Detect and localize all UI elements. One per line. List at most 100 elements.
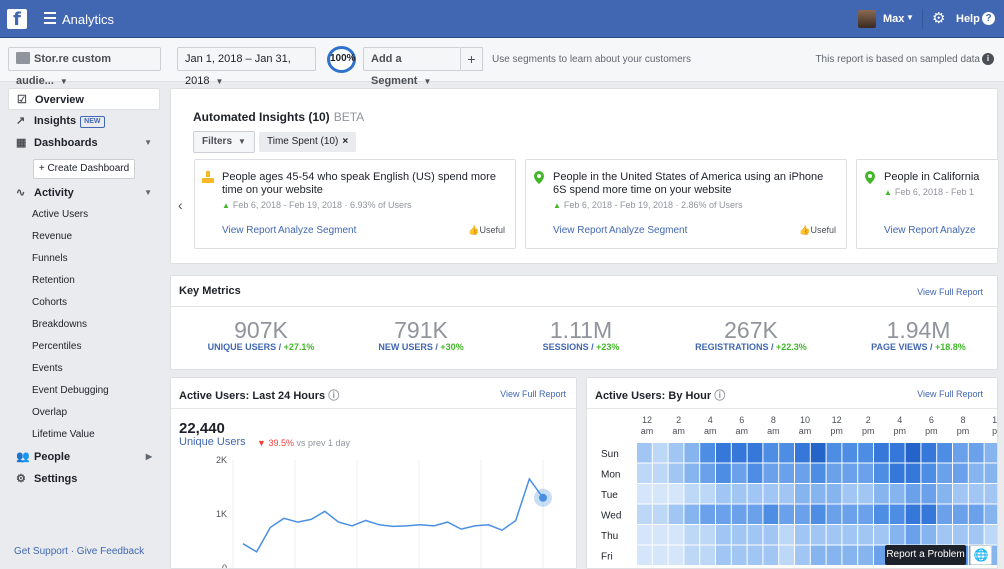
source-dropdown[interactable]: Stor.re custom audie... ▼	[8, 47, 161, 87]
create-dashboard-button[interactable]: + Create Dashboard	[33, 159, 135, 179]
heatmap-cell[interactable]	[889, 484, 905, 504]
heatmap-cell[interactable]	[747, 525, 763, 545]
heatmap-cell[interactable]	[652, 545, 668, 566]
heatmap-cell[interactable]	[747, 443, 763, 463]
heatmap-cell[interactable]	[716, 545, 731, 566]
heatmap-cell[interactable]	[905, 443, 921, 463]
heatmap-cell[interactable]	[858, 504, 873, 525]
metric-unique-users[interactable]: 907K UNIQUE USERS / +27.1%	[191, 318, 331, 352]
heatmap-cell[interactable]	[810, 484, 826, 504]
heatmap-cell[interactable]	[889, 443, 905, 463]
heatmap-cell[interactable]	[668, 463, 684, 484]
avatar[interactable]	[858, 10, 876, 28]
heatmap-cell[interactable]	[968, 504, 984, 525]
add-segment-button[interactable]: +	[461, 47, 483, 71]
heatmap-cell[interactable]	[637, 463, 652, 484]
heatmap-cell[interactable]	[921, 525, 937, 545]
heatmap-cell[interactable]	[716, 525, 731, 545]
heatmap-cell[interactable]	[905, 463, 921, 484]
heatmap-cell[interactable]	[937, 484, 952, 504]
heatmap-cell[interactable]	[968, 443, 984, 463]
heatmap-cell[interactable]	[874, 463, 889, 484]
sidebar-item-breakdowns[interactable]: Breakdowns	[32, 319, 88, 330]
heatmap-cell[interactable]	[889, 525, 905, 545]
sidebar-item-dashboards[interactable]: ▦ Dashboards ▼	[8, 132, 160, 154]
heatmap-cell[interactable]	[874, 504, 889, 525]
sidebar-item-funnels[interactable]: Funnels	[32, 253, 68, 264]
heatmap-cell[interactable]	[747, 545, 763, 566]
sidebar-item-percentiles[interactable]: Percentiles	[32, 341, 82, 352]
heatmap-cell[interactable]	[700, 463, 715, 484]
heatmap-cell[interactable]	[684, 443, 700, 463]
heatmap-cell[interactable]	[842, 463, 858, 484]
view-full-report-link[interactable]: View Full Report	[917, 389, 983, 399]
heatmap-cell[interactable]	[779, 504, 794, 525]
metric-selector[interactable]: Unique Users	[179, 436, 246, 448]
heatmap-cell[interactable]	[921, 484, 937, 504]
heatmap-cell[interactable]	[968, 484, 984, 504]
heatmap-cell[interactable]	[795, 525, 810, 545]
heatmap-cell[interactable]	[921, 504, 937, 525]
user-name[interactable]: Max	[883, 13, 905, 25]
heatmap-cell[interactable]	[731, 504, 747, 525]
heatmap-cell[interactable]	[779, 525, 794, 545]
view-report-link[interactable]: View Report	[222, 225, 277, 236]
heatmap-cell[interactable]	[731, 443, 747, 463]
analyze-segment-link[interactable]: Analyze Segment	[278, 225, 357, 236]
sidebar-item-event-debugging[interactable]: Event Debugging	[32, 385, 109, 396]
heatmap-cell[interactable]	[700, 525, 715, 545]
heatmap-cell[interactable]	[874, 525, 889, 545]
heatmap-cell[interactable]	[953, 484, 968, 504]
view-full-report-link[interactable]: View Full Report	[500, 389, 566, 399]
data-point[interactable]	[539, 493, 547, 502]
metric-registrations[interactable]: 267K REGISTRATIONS / +22.3%	[676, 318, 826, 352]
heatmap-cell[interactable]	[826, 504, 842, 525]
facebook-logo[interactable]: f	[7, 9, 27, 30]
heatmap-cell[interactable]	[637, 525, 652, 545]
heatmap-cell[interactable]	[731, 463, 747, 484]
metric-sessions[interactable]: 1.11M SESSIONS / +23%	[521, 318, 641, 352]
heatmap-cell[interactable]	[874, 443, 889, 463]
heatmap-cell[interactable]	[858, 463, 873, 484]
heatmap-cell[interactable]	[795, 545, 810, 566]
heatmap-cell[interactable]	[968, 463, 984, 484]
heatmap-cell[interactable]	[747, 484, 763, 504]
heatmap-cell[interactable]	[763, 504, 779, 525]
heatmap-cell[interactable]	[905, 525, 921, 545]
heatmap-cell[interactable]	[810, 504, 826, 525]
heatmap-cell[interactable]	[716, 484, 731, 504]
sidebar-item-active-users[interactable]: Active Users	[32, 209, 89, 220]
help-button[interactable]: Help	[956, 13, 980, 25]
heatmap-cell[interactable]	[842, 484, 858, 504]
heatmap-cell[interactable]	[731, 545, 747, 566]
heatmap-cell[interactable]	[668, 443, 684, 463]
heatmap-cell[interactable]	[779, 545, 794, 566]
view-report-link[interactable]: View Report	[553, 225, 608, 236]
heatmap-cell[interactable]	[810, 525, 826, 545]
heatmap-cell[interactable]	[984, 525, 997, 545]
heatmap-cell[interactable]	[826, 463, 842, 484]
heatmap-cell[interactable]	[652, 463, 668, 484]
heatmap-cell[interactable]	[668, 545, 684, 566]
globe-icon[interactable]: 🌐	[970, 545, 992, 565]
gear-icon[interactable]: ⚙	[932, 10, 946, 27]
heatmap-cell[interactable]	[984, 443, 997, 463]
heatmap-cell[interactable]	[637, 443, 652, 463]
heatmap-cell[interactable]	[921, 463, 937, 484]
heatmap-cell[interactable]	[842, 504, 858, 525]
sidebar-item-events[interactable]: Events	[32, 363, 63, 374]
heatmap-cell[interactable]	[937, 443, 952, 463]
heatmap-cell[interactable]	[652, 443, 668, 463]
heatmap-cell[interactable]	[684, 463, 700, 484]
heatmap-cell[interactable]	[905, 504, 921, 525]
heatmap-cell[interactable]	[842, 443, 858, 463]
heatmap-cell[interactable]	[716, 443, 731, 463]
heatmap-cell[interactable]	[763, 525, 779, 545]
heatmap-cell[interactable]	[637, 484, 652, 504]
heatmap-cell[interactable]	[889, 463, 905, 484]
heatmap-cell[interactable]	[652, 525, 668, 545]
analyze-segment-link[interactable]: Analyze Segment	[609, 225, 688, 236]
heatmap-cell[interactable]	[826, 525, 842, 545]
heatmap-cell[interactable]	[810, 463, 826, 484]
heatmap-cell[interactable]	[747, 504, 763, 525]
